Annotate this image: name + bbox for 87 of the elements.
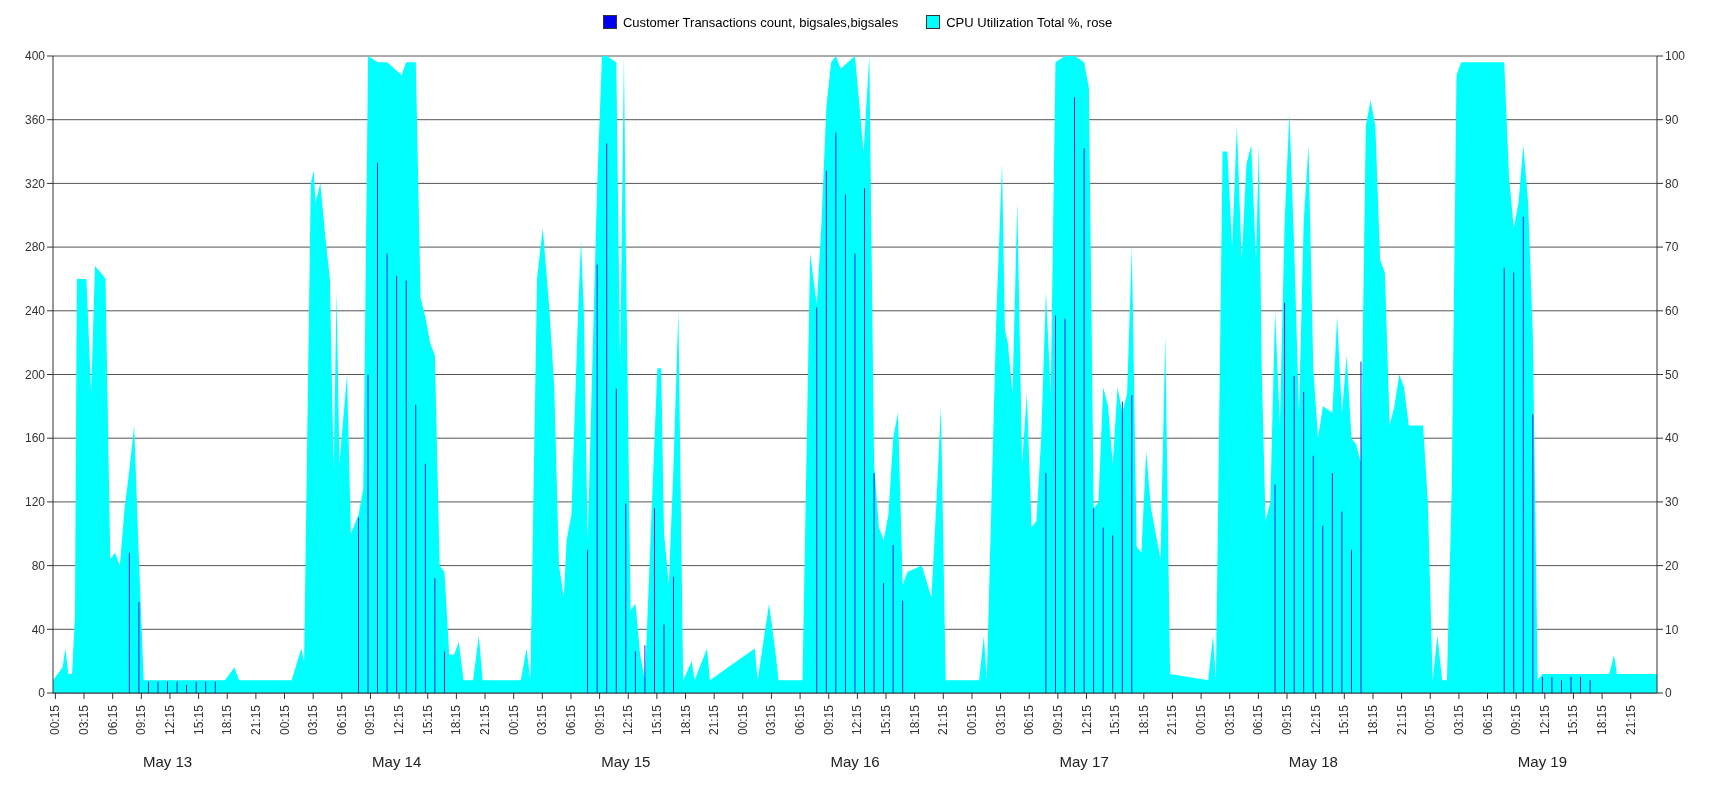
y-tick-label: 120 [24, 495, 46, 510]
x-tick-label: 00:15 [48, 704, 63, 736]
y2-tick-label: 10 [1665, 622, 1679, 637]
x-tick-label: 09:15 [363, 704, 378, 736]
x-tick-label: 18:15 [1365, 704, 1380, 736]
x-tick-label: 06:15 [1022, 704, 1037, 736]
legend-label: CPU Utilization Total %, rose [946, 14, 1113, 30]
x-tick-label: 12:15 [1079, 704, 1094, 736]
x-tick-label: 21:15 [478, 704, 493, 736]
x-tick-label: 09:15 [821, 704, 836, 736]
y2-tick-label: 100 [1665, 49, 1686, 64]
x-tick-label: 12:15 [621, 704, 636, 736]
x-tick-label: 03:15 [1451, 704, 1466, 736]
y2-tick-label: 30 [1665, 495, 1679, 510]
x-tick-label: 03:15 [306, 704, 321, 736]
x-tick-label: 18:15 [220, 704, 235, 736]
x-tick-label: 21:15 [1394, 704, 1409, 736]
x-tick-label: 03:15 [993, 704, 1008, 736]
y-tick-label: 280 [24, 240, 46, 255]
x-tick-label: 00:15 [964, 704, 979, 736]
y2-tick-label: 20 [1665, 558, 1679, 573]
x-tick-label: 18:15 [907, 704, 922, 736]
x-tick-label: 21:15 [707, 704, 722, 736]
x-tick-label: 06:15 [1480, 704, 1495, 736]
x-tick-label: 21:15 [936, 704, 951, 736]
x-tick-label: 15:15 [1108, 704, 1123, 736]
x-tick-label: 00:15 [277, 704, 292, 736]
y-tick-label: 160 [24, 431, 46, 446]
text: May 14 [372, 752, 422, 770]
text: May 16 [830, 752, 880, 770]
x-tick-label: 15:15 [649, 704, 664, 736]
x-tick-label: 21:15 [248, 704, 263, 736]
x-tick-label: 09:15 [1509, 704, 1524, 736]
x-tick-label: 06:15 [563, 704, 578, 736]
y-tick-label: 80 [31, 558, 46, 573]
x-tick-label: 12:15 [162, 704, 177, 736]
x-tick-label: 12:15 [850, 704, 865, 736]
x-tick-label: 06:15 [334, 704, 349, 736]
x-tick-label: 00:15 [735, 704, 750, 736]
y2-tick-label: 40 [1665, 431, 1679, 446]
x-tick-label: 21:15 [1165, 704, 1180, 736]
x-tick-label: 06:15 [1251, 704, 1266, 736]
y-tick-label: 200 [24, 367, 46, 382]
x-tick-label: 06:15 [105, 704, 120, 736]
x-tick-label: 15:15 [420, 704, 435, 736]
y-tick-label: 0 [38, 686, 46, 701]
text: May 13 [142, 752, 193, 770]
x-tick-label: 09:15 [1280, 704, 1295, 736]
x-tick-label: 21:15 [1623, 704, 1638, 736]
x-tick-label: 00:15 [506, 704, 521, 736]
y-tick-label: 240 [24, 304, 46, 319]
x-tick-label: 12:15 [392, 704, 407, 736]
x-tick-label: 18:15 [449, 704, 464, 736]
y2-tick-label: 90 [1665, 112, 1679, 127]
x-tick-label: 03:15 [1222, 704, 1237, 736]
x-tick-label: 15:15 [1566, 704, 1581, 736]
x-tick-label: 09:15 [1050, 704, 1065, 736]
x-tick-label: 03:15 [77, 704, 92, 736]
x-tick-label: 15:15 [191, 704, 206, 736]
x-tick-label: 12:15 [1537, 704, 1552, 736]
y-tick-label: 40 [31, 622, 46, 637]
text: May 18 [1288, 752, 1338, 770]
text: May 17 [1059, 752, 1109, 770]
y2-tick-label: 70 [1665, 240, 1679, 255]
x-tick-label: 03:15 [535, 704, 550, 736]
x-tick-label: 03:15 [764, 704, 779, 736]
x-tick-label: 15:15 [879, 704, 894, 736]
x-tick-label: 06:15 [793, 704, 808, 736]
y-tick-label: 360 [24, 112, 46, 127]
x-tick-label: 18:15 [1136, 704, 1151, 736]
x-tick-label: 09:15 [134, 704, 149, 736]
x-tick-label: 09:15 [592, 704, 607, 736]
y2-tick-label: 60 [1665, 304, 1679, 319]
text: May 19 [1517, 752, 1568, 770]
y2-tick-label: 50 [1665, 367, 1679, 382]
y2-tick-label: 80 [1665, 176, 1679, 191]
x-tick-label: 18:15 [1595, 704, 1610, 736]
x-tick-label: 12:15 [1308, 704, 1323, 736]
y-tick-label: 320 [24, 176, 46, 191]
text: May 15 [601, 752, 651, 770]
x-tick-label: 00:15 [1423, 704, 1438, 736]
x-tick-label: 00:15 [1194, 704, 1209, 736]
x-tick-label: 18:15 [678, 704, 693, 736]
x-tick-label: 15:15 [1337, 704, 1352, 736]
legend-label: Customer Transactions count, bigsales,bigsales [622, 14, 899, 30]
y-tick-label: 400 [24, 49, 46, 64]
y2-tick-label: 0 [1665, 686, 1672, 701]
